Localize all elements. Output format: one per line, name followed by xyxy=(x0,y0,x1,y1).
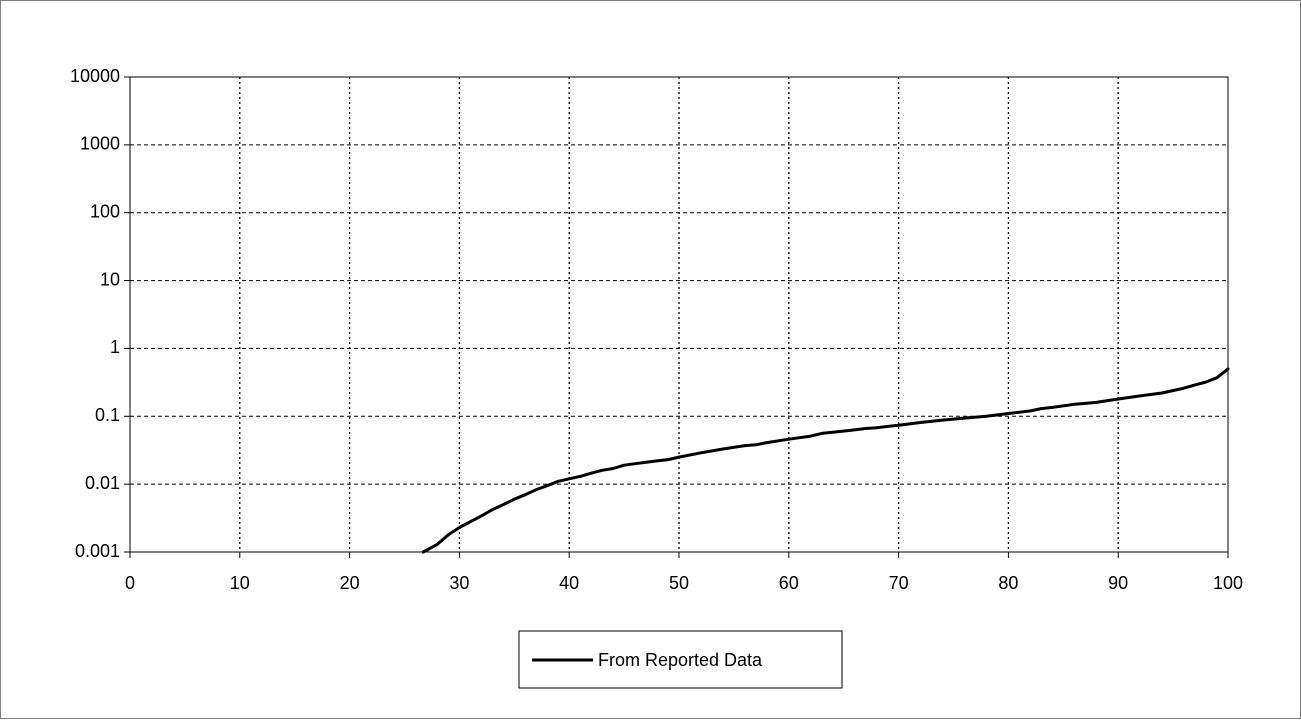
series-line xyxy=(421,367,1230,554)
series-layer xyxy=(421,367,1230,554)
y-tick-label: 1000 xyxy=(80,134,120,154)
x-tick-label: 60 xyxy=(779,573,799,593)
y-tick-label: 10 xyxy=(100,269,120,289)
x-tick-label: 50 xyxy=(669,573,689,593)
y-tick-label: 100 xyxy=(90,201,120,221)
axis-layer: 0.001 0.01 0.1 1 10 100 1000 10000 0 10 20 30 40 50 60… xyxy=(70,66,1243,593)
x-tick-label: 80 xyxy=(998,573,1018,593)
x-tick-label: 100 xyxy=(1213,573,1243,593)
x-tick-label: 20 xyxy=(340,573,360,593)
legend-label: From Reported Data xyxy=(598,650,763,670)
x-tick-label: 90 xyxy=(1108,573,1128,593)
x-tick-label: 0 xyxy=(125,573,135,593)
x-tick-label: 30 xyxy=(449,573,469,593)
x-tick-label: 70 xyxy=(889,573,909,593)
x-tick-label: 40 xyxy=(559,573,579,593)
y-tick-label: 0.1 xyxy=(95,405,120,425)
y-tick-label: 1 xyxy=(110,337,120,357)
grid-layer xyxy=(130,77,1228,552)
y-tick-label: 0.01 xyxy=(85,473,120,493)
legend: From Reported Data xyxy=(518,630,843,689)
x-tick-label: 10 xyxy=(230,573,250,593)
y-tick-label: 0.001 xyxy=(75,541,120,561)
y-tick-label: 10000 xyxy=(70,66,120,86)
